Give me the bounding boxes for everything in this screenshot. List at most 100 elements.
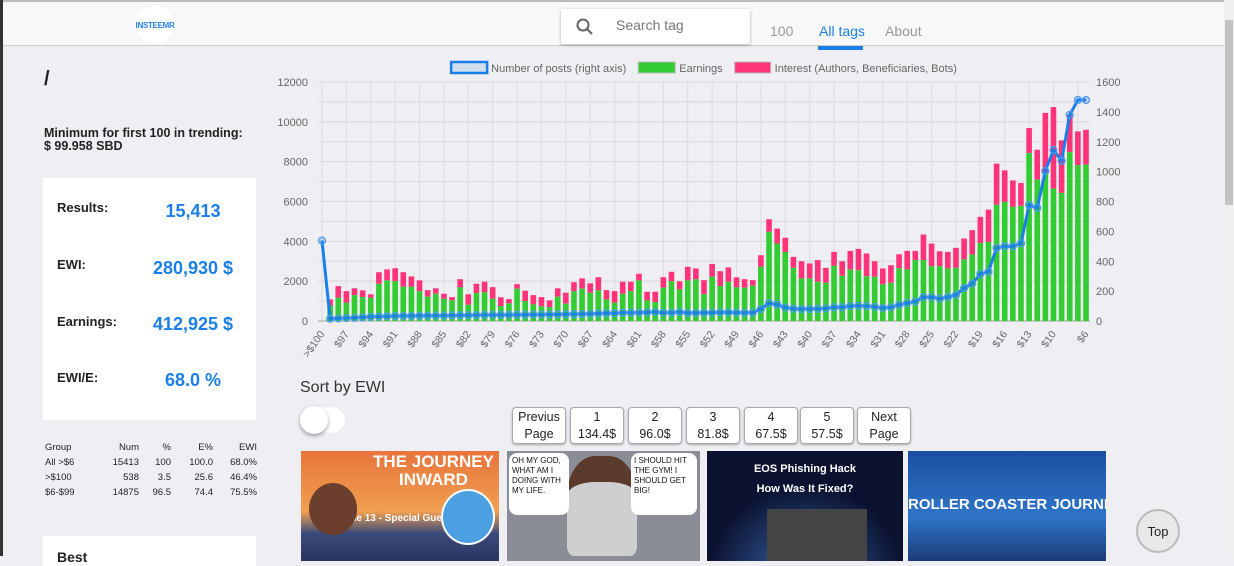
page-1-button[interactable]: 1 134.4$ — [570, 407, 624, 444]
interest-bar — [993, 163, 1000, 205]
interest-bar — [1075, 131, 1081, 166]
y-tick-right: 400 — [1096, 256, 1114, 268]
page-button-line1: 3 — [709, 410, 717, 424]
tab-about[interactable]: About — [885, 23, 922, 39]
y-tick-left: 10000 — [277, 117, 308, 129]
x-tick-label: $19 — [966, 329, 986, 350]
earnings-bar — [1001, 201, 1008, 321]
interest-bar — [571, 282, 577, 292]
search-input[interactable] — [616, 17, 736, 33]
earnings-bar — [1026, 153, 1032, 321]
page-4-button[interactable]: 4 67.5$ — [744, 407, 798, 444]
page-3-button[interactable]: 3 81.8$ — [686, 407, 740, 444]
posts-point — [829, 303, 839, 312]
earnings-bar — [896, 268, 902, 321]
interest-bar — [376, 272, 382, 284]
x-tick-label: $37 — [820, 329, 840, 350]
earnings-bar — [489, 298, 496, 321]
window-edge — [0, 0, 3, 556]
post-thumbnail[interactable]: ROLLER COASTER JOURNEY — [908, 451, 1106, 561]
interest-bar — [457, 279, 463, 288]
x-tick-label: $55 — [673, 329, 693, 350]
page-button-line1: 5 — [823, 410, 831, 424]
page-button-line1: 4 — [767, 410, 775, 424]
post-thumbnail[interactable]: EOS Phishing Hack How Was It Fixed? — [707, 451, 903, 561]
x-tick-label: $31 — [868, 329, 888, 350]
posts-point — [317, 236, 327, 245]
post-thumbnail[interactable]: OH MY GOD, WHAT AM I DOING WITH MY LIFE.… — [507, 451, 700, 561]
stat-value-ewi-e: 68.0 % — [164, 370, 222, 390]
earnings-bar — [636, 280, 642, 321]
interest-bar — [806, 263, 813, 279]
posts-point — [643, 308, 652, 317]
page-2-button[interactable]: 2 96.0$ — [628, 407, 682, 444]
x-tick-label: $22 — [942, 329, 962, 350]
interest-bar — [400, 272, 407, 287]
interest-bar — [725, 267, 732, 282]
best-card: Best — [43, 536, 256, 566]
earnings-bar — [758, 266, 764, 321]
posts-point — [569, 310, 579, 319]
toggle-knob[interactable] — [300, 406, 328, 434]
thumbnail-caption: EOS Phishing Hack — [753, 463, 857, 475]
earnings-bar — [790, 267, 797, 321]
earnings-bar — [1042, 172, 1049, 321]
thumbnail-subcaption: How Was It Fixed? — [756, 483, 854, 495]
y-tick-left: 4000 — [284, 236, 308, 248]
search-box[interactable] — [561, 9, 750, 44]
earnings-bar — [936, 266, 943, 321]
posts-point — [886, 303, 896, 312]
earnings-bar — [880, 284, 886, 321]
posts-point — [854, 301, 863, 310]
posts-point — [732, 308, 741, 317]
stat-value-results: 15,413 — [165, 201, 221, 221]
earnings-bar — [376, 283, 382, 321]
posts-point — [529, 310, 538, 319]
posts-point — [1049, 145, 1058, 155]
x-tick-label: $67 — [576, 329, 596, 350]
y-tick-right: 600 — [1096, 226, 1114, 238]
earnings-bar — [806, 278, 813, 321]
tab-100[interactable]: 100 — [770, 23, 794, 39]
page-5-button[interactable]: 5 57.5$ — [800, 407, 854, 444]
earnings-bar — [668, 281, 675, 321]
earnings-bar — [749, 285, 756, 321]
interest-bar — [774, 228, 780, 244]
scrollbar[interactable] — [1224, 0, 1234, 556]
earnings-bar — [408, 286, 415, 321]
posts-point — [683, 308, 692, 318]
interest-bar — [1083, 129, 1089, 165]
next-page-button[interactable]: Next Page — [857, 407, 911, 444]
previous-page-button[interactable]: Previus Page — [512, 407, 566, 444]
speech-bubble: OH MY GOD, WHAT AM I DOING WITH MY LIFE. — [509, 453, 569, 515]
posts-point — [927, 293, 936, 302]
cell: 75.5% — [230, 487, 257, 498]
cell: 68.0% — [230, 457, 257, 468]
posts-point — [943, 293, 952, 302]
stat-value-earnings: 412,925 $ — [152, 314, 234, 334]
logo[interactable]: INSTEEMR — [136, 6, 175, 44]
scroll-top-button[interactable]: Top — [1136, 509, 1180, 553]
scrollbar-thumb[interactable] — [1225, 20, 1233, 205]
sort-toggle[interactable] — [300, 406, 346, 434]
interest-bar — [424, 290, 431, 297]
earnings-bar — [709, 276, 715, 321]
page-button-line2: 57.5$ — [811, 427, 843, 441]
page-button-line2: 67.5$ — [755, 427, 787, 441]
earnings-bar — [1066, 152, 1073, 321]
page-button-line1: 1 — [593, 410, 601, 424]
posts-point — [1033, 203, 1042, 213]
active-tab-indicator — [818, 46, 863, 50]
earnings-bar — [506, 303, 512, 321]
post-thumbnail[interactable]: THE JOURNEY INWARD Episode 13 - Special … — [301, 451, 499, 561]
tab-all-tags[interactable]: All tags — [819, 23, 865, 39]
posts-point — [935, 294, 944, 303]
interest-bar — [904, 250, 910, 270]
earnings-bar — [432, 293, 439, 321]
earnings-bar — [1083, 164, 1089, 321]
earnings-bar — [481, 292, 488, 321]
interest-bar — [880, 268, 886, 285]
interest-bar — [1026, 128, 1032, 154]
posts-point — [903, 298, 912, 308]
posts-point — [862, 301, 871, 311]
